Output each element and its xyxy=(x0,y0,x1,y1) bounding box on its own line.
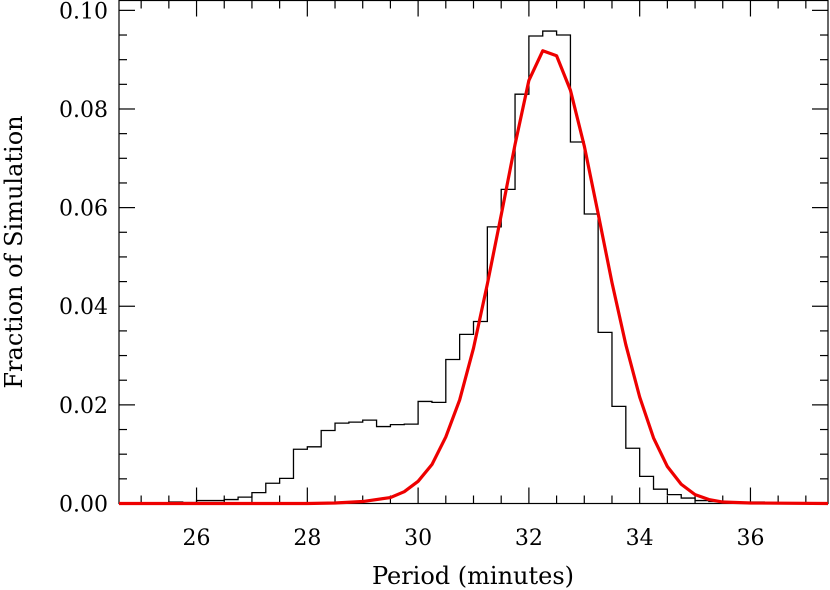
histogram-bar xyxy=(377,427,391,504)
y-tick-label: 0.08 xyxy=(59,98,108,123)
histogram-bar xyxy=(681,498,695,503)
x-tick-labels: 26 28 30 32 34 36 xyxy=(183,526,765,551)
histogram-bar xyxy=(349,422,363,503)
plot-frame xyxy=(118,0,829,505)
histogram-bar xyxy=(626,448,640,503)
histogram-series xyxy=(168,30,807,504)
x-tick-label: 30 xyxy=(404,526,432,551)
fit-curve xyxy=(119,49,829,506)
histogram-bar xyxy=(321,431,335,504)
x-axis-title: Period (minutes) xyxy=(372,562,574,590)
x-tick-label: 36 xyxy=(736,526,764,551)
y-tick-labels: 0.00 0.02 0.04 0.06 0.08 0.10 xyxy=(59,0,108,518)
histogram-bar xyxy=(335,423,349,503)
x-tick-label: 28 xyxy=(293,526,321,551)
histogram-bar xyxy=(280,478,294,503)
histogram-bar xyxy=(266,483,280,503)
x-tick-label: 26 xyxy=(183,526,211,551)
histogram-bar xyxy=(293,449,307,503)
histogram-outline xyxy=(168,30,807,504)
axis-ticks xyxy=(119,0,828,505)
histogram-bar xyxy=(557,35,571,503)
histogram-bar xyxy=(640,476,654,503)
histogram-bar xyxy=(598,332,612,503)
x-tick-label: 34 xyxy=(626,526,654,551)
y-tick-label: 0.10 xyxy=(59,0,108,24)
histogram-bar xyxy=(612,406,626,503)
gaussian-fit-series xyxy=(119,49,829,506)
y-tick-label: 0.06 xyxy=(59,197,108,222)
y-axis-title: Fraction of Simulation xyxy=(0,115,28,388)
y-tick-label: 0.02 xyxy=(59,394,108,419)
histogram-bar xyxy=(570,142,584,503)
histogram-bar xyxy=(667,495,681,504)
y-tick-label: 0.04 xyxy=(59,295,108,320)
histogram-bar xyxy=(584,214,598,503)
histogram-bar xyxy=(418,401,432,503)
x-tick-label: 32 xyxy=(515,526,543,551)
histogram-bar xyxy=(501,189,515,503)
histogram-bar xyxy=(515,94,529,503)
histogram-bar xyxy=(363,420,377,503)
histogram-bar xyxy=(543,31,557,503)
histogram-bar xyxy=(252,493,266,504)
histogram-bar xyxy=(654,489,668,503)
histogram-bar xyxy=(474,322,488,504)
histogram-bar xyxy=(307,447,321,504)
histogram-bar xyxy=(529,36,543,503)
y-tick-label: 0.00 xyxy=(59,493,108,518)
